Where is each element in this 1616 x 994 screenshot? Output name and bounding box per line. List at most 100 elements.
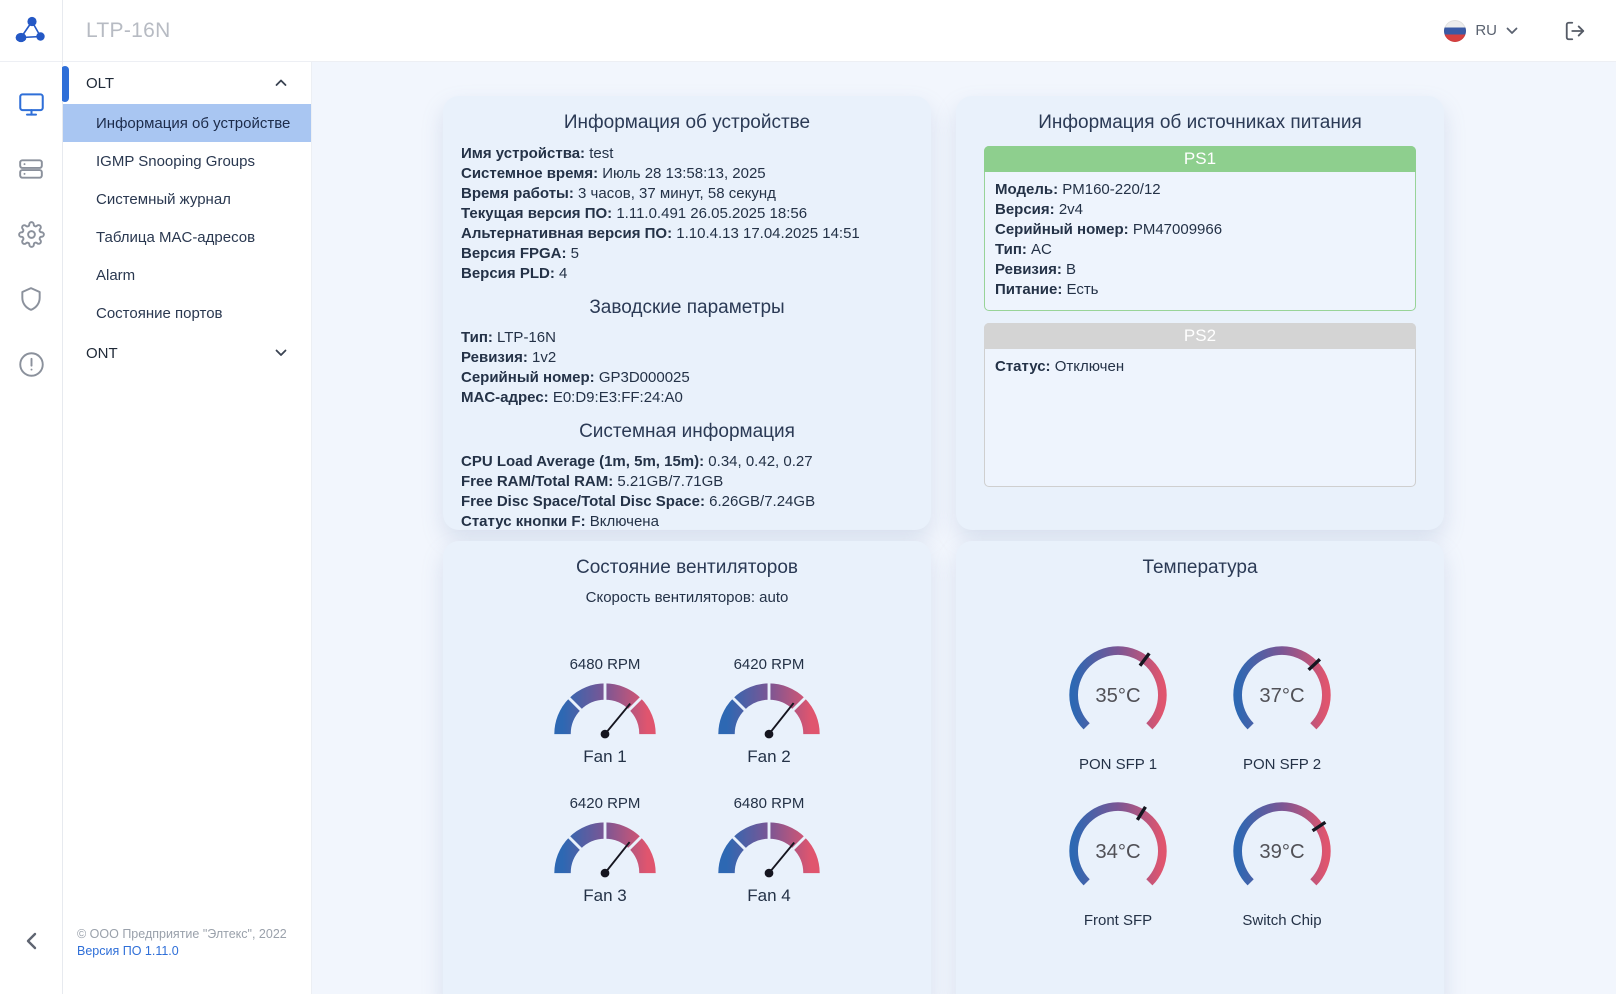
nav-security-shield-icon[interactable] [14, 282, 48, 316]
alert-circle-icon [18, 351, 44, 377]
fan-gauge: 6420 RPM Fan 3 [525, 795, 685, 906]
nav-ports-server-icon[interactable] [14, 152, 48, 186]
chevron-down-icon [275, 349, 287, 356]
sidebar-menu-item[interactable]: Информация об устройстве [63, 104, 311, 142]
svg-text:34°C: 34°C [1095, 841, 1140, 863]
fan-gauge: 6480 RPM Fan 4 [689, 795, 849, 906]
nav-settings-gear-icon[interactable] [14, 217, 48, 251]
power-supplies-card: Информация об источниках питания PS1 Моде… [956, 96, 1444, 530]
collapse-chevron-icon [26, 932, 36, 950]
icon-rail [0, 62, 62, 994]
info-row: Статус кнопки F: Включена [461, 513, 659, 530]
monitor-icon [18, 92, 44, 116]
fan-gauge: 6420 RPM Fan 2 [689, 656, 849, 767]
menu-items-olt: Информация об устройстве IGMP Snooping Gr… [63, 104, 311, 332]
chevron-up-icon [275, 79, 287, 86]
fan-name: Fan 2 [747, 747, 791, 766]
info-row: Тип: AC [995, 241, 1052, 258]
eltex-logo-icon [15, 16, 45, 42]
temperature-gauge: 37°C PON SFP 2 [1202, 641, 1362, 773]
power-supply-name: PS1 [984, 146, 1416, 172]
menu-section-label: ONT [86, 344, 118, 362]
temperature-sensor-name: Front SFP [1083, 912, 1153, 929]
sidebar-menu-item[interactable]: Таблица MAC-адресов [96, 228, 256, 246]
firmware-version-link[interactable]: Версия ПО 1.11.0 [77, 944, 179, 958]
power-supply-details: Модель: PM160-220/12 Версия: 2v4 Серийный … [985, 171, 1415, 310]
language-selector[interactable]: RU [1444, 19, 1518, 42]
topbar-divider [62, 0, 63, 62]
temperature-gauge-dial: 35°C [1069, 646, 1167, 730]
fan-rpm-value: 6420 RPM [569, 795, 641, 812]
info-row: Текущая версия ПО: 1.11.0.491 26.05.2025… [461, 205, 808, 222]
info-row: MAC-адрес: E0:D9:E3:FF:24:A0 [461, 389, 683, 406]
section-title: Заводские параметры [589, 297, 785, 318]
menu-section-olt[interactable]: OLT [61, 62, 311, 104]
fan-rpm-value: 6480 RPM [733, 795, 805, 812]
info-row: Версия PLD: 4 [461, 265, 568, 282]
card-title: Информация об источниках питания [1038, 112, 1362, 133]
copyright-text: © ООО Предприятие "Элтекс", 2022 [77, 927, 287, 941]
temperature-gauge: 34°C Front SFP [1038, 797, 1198, 929]
temperature-gauge-dial: 37°C [1233, 646, 1331, 730]
eltex-logo[interactable] [0, 0, 62, 62]
temperature-gauge-dial: 34°C [1069, 802, 1167, 886]
svg-text:35°C: 35°C [1095, 685, 1140, 707]
russia-flag-icon [1444, 19, 1467, 42]
chevron-down-icon [1506, 27, 1518, 34]
fan-name: Fan 3 [583, 886, 627, 905]
power-supply-details: Статус: Отключен [985, 348, 1415, 486]
app-title: LTP-16N [86, 18, 171, 42]
info-row: Модель: PM160-220/12 [995, 181, 1161, 198]
card-title: Температура [1142, 557, 1258, 578]
device-info-body: Имя устройства: test Системное время: Июл… [461, 144, 913, 530]
fan-gauge-dial [718, 680, 820, 739]
nav-monitoring-monitor-icon[interactable] [14, 87, 48, 121]
info-row: Системное время: Июль 28 13:58:13, 2025 [461, 165, 766, 182]
info-row: Версия FPGA: 5 [461, 245, 579, 262]
server-icon [19, 159, 43, 179]
sidebar-collapse-button[interactable] [0, 932, 62, 950]
sidebar-menu-item[interactable]: Системный журнал [96, 190, 231, 208]
menu-section-label: OLT [86, 74, 115, 92]
info-row: Имя устройства: test [461, 145, 614, 162]
temperature-gauges: 35°C PON SFP 1 37°C PON SFP 2 34°C Front SFP 3… [974, 641, 1426, 929]
temperature-gauge: 39°C Switch Chip [1202, 797, 1362, 929]
shield-icon [21, 287, 41, 311]
info-row: Серийный номер: PM47009966 [995, 221, 1223, 238]
fan-gauge: 6480 RPM Fan 1 [525, 656, 685, 767]
temperature-gauge: 35°C PON SFP 1 [1038, 641, 1198, 773]
fan-gauge-dial [554, 819, 656, 878]
temperature-sensor-name: Switch Chip [1242, 912, 1322, 929]
sidebar-menu-item[interactable]: Состояние портов [96, 304, 223, 322]
logout-button[interactable] [1564, 20, 1586, 42]
info-row: Статус: Отключен [995, 358, 1125, 375]
temperature-sensor-name: PON SFP 1 [1078, 756, 1158, 773]
info-row: Питание: Есть [995, 281, 1099, 298]
device-info-card: Информация об устройстве Имя устройства:… [443, 96, 931, 530]
menu-section-ont[interactable]: ONT [63, 332, 311, 374]
sidebar-menu-item[interactable]: IGMP Snooping Groups [96, 152, 255, 170]
sidebar-menu-item[interactable]: Alarm [96, 266, 136, 284]
power-supply-unit: PS1 Модель: PM160-220/12 Версия: 2v4 Серийн… [984, 146, 1416, 311]
power-supply-unit: PS2 Статус: Отключен [984, 323, 1416, 487]
gear-icon [17, 220, 45, 248]
main-content: Информация об устройстве Имя устройства:… [312, 62, 1616, 994]
svg-text:37°C: 37°C [1259, 685, 1304, 707]
card-title: Информация об устройстве [563, 112, 811, 133]
info-row: Версия: 2v4 [995, 201, 1084, 218]
fan-rpm-value: 6420 RPM [733, 656, 805, 673]
menu-footer: © ООО Предприятие "Элтекс", 2022 Версия … [77, 926, 287, 960]
card-title: Состояние вентиляторов [576, 557, 798, 578]
fans-card: Состояние вентиляторов Скорость вентилят… [443, 541, 931, 994]
temperature-sensor-name: PON SFP 2 [1242, 756, 1322, 773]
language-label: RU [1475, 22, 1497, 39]
fan-rpm-value: 6480 RPM [569, 656, 641, 673]
info-row: Ревизия: 1v2 [461, 349, 557, 366]
section-title: Системная информация [579, 421, 795, 442]
info-row: Free RAM/Total RAM: 5.21GB/7.71GB [461, 473, 724, 490]
info-row: Ревизия: B [995, 261, 1077, 278]
logout-icon [1565, 21, 1585, 40]
active-section-indicator [61, 66, 69, 102]
nav-alarms-alert-icon[interactable] [14, 347, 48, 381]
fan-name: Fan 4 [747, 886, 791, 905]
